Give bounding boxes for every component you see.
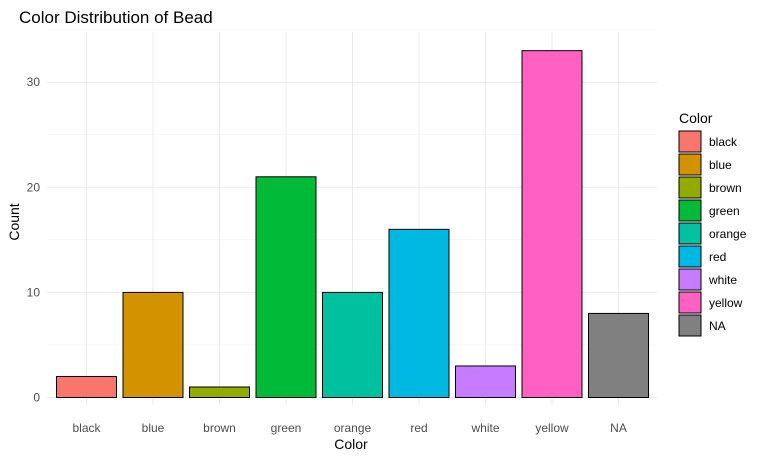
legend-key-blue — [678, 153, 702, 176]
legend: Color black blue brown green orange red white y… — [678, 110, 747, 337]
legend-key-orange — [678, 222, 702, 245]
y-tick-label: 10 — [27, 285, 41, 299]
legend-key-na — [678, 314, 702, 337]
x-tick-label: green — [271, 421, 302, 435]
x-tick-label: white — [470, 421, 499, 435]
bar-red — [388, 228, 450, 398]
legend-label-black: black — [709, 135, 738, 149]
bar-blue — [122, 291, 184, 398]
y-axis-title: Count — [6, 203, 22, 240]
legend-key-white — [678, 268, 702, 291]
y-tick-label: 30 — [27, 75, 41, 89]
x-axis-title: Color — [334, 436, 368, 452]
x-axis-ticks: black blue brown green orange red white yellow N… — [72, 421, 626, 435]
legend-key-black — [678, 130, 702, 153]
legend-label-brown: brown — [709, 181, 742, 195]
y-axis-ticks: 0 10 20 30 — [27, 75, 41, 404]
legend-key-brown — [678, 176, 702, 199]
legend-label-green: green — [709, 204, 740, 218]
legend-key-green — [678, 199, 702, 222]
y-tick-label: 0 — [33, 391, 40, 405]
bar-black — [56, 375, 117, 399]
legend-label-yellow: yellow — [709, 296, 743, 310]
legend-key-red — [678, 245, 702, 268]
legend-key-yellow — [678, 291, 702, 314]
x-tick-label: brown — [203, 421, 236, 435]
x-tick-label: yellow — [535, 421, 569, 435]
x-tick-label: NA — [610, 421, 627, 435]
legend-title: Color — [679, 110, 713, 126]
x-tick-label: black — [72, 421, 101, 435]
legend-label-blue: blue — [709, 158, 732, 172]
y-tick-label: 20 — [27, 180, 41, 194]
bar-yellow — [521, 50, 583, 398]
chart-title: Color Distribution of Bead — [19, 8, 213, 27]
x-tick-label: red — [410, 421, 427, 435]
bar-brown — [189, 386, 250, 398]
bar-orange — [322, 291, 383, 398]
legend-label-orange: orange — [709, 227, 747, 241]
bars — [56, 50, 649, 399]
x-tick-label: orange — [334, 421, 372, 435]
x-tick-label: blue — [142, 421, 165, 435]
legend-label-red: red — [709, 250, 726, 264]
legend-label-na: NA — [709, 319, 726, 333]
legend-label-white: white — [708, 273, 737, 287]
bar-white — [455, 365, 516, 399]
bar-green — [255, 176, 317, 398]
bar-na — [588, 312, 649, 399]
